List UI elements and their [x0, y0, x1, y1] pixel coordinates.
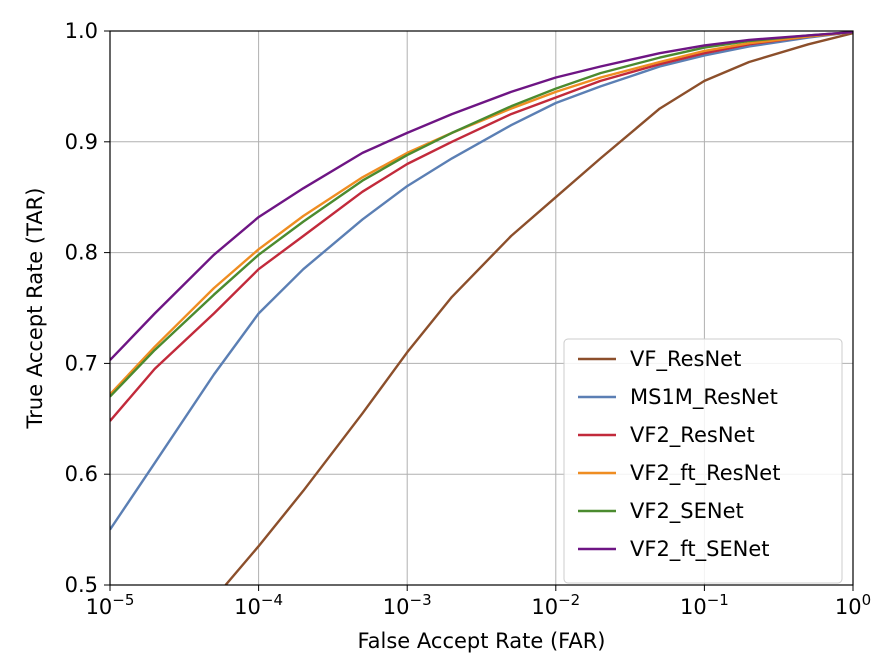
y-axis-title: True Accept Rate (TAR) [23, 188, 47, 430]
legend-label: MS1M_ResNet [630, 385, 778, 410]
y-axis: 0.5 0.6 0.7 0.8 0.9 1.0 [65, 19, 110, 597]
y-tick-label: 0.7 [65, 351, 98, 375]
x-tick-label: 100 [835, 591, 871, 619]
series-line-vf2-ft-senet [110, 31, 853, 361]
series-line-ms1m-resnet [110, 31, 853, 531]
x-axis: 10−5 10−4 10−3 10−2 10−1 100 [86, 585, 871, 619]
x-tick-label: 10−4 [234, 591, 283, 619]
legend-label: VF2_SENet [630, 499, 744, 524]
plot-frame [109, 30, 854, 586]
x-tick-label: 10−2 [531, 591, 580, 619]
series-line-vf2-senet [110, 31, 853, 398]
x-tick-label: 10−5 [86, 591, 135, 619]
legend-label: VF2_ft_ResNet [630, 461, 780, 486]
legend-label: VF_ResNet [630, 347, 741, 372]
y-tick-label: 0.5 [65, 573, 98, 597]
x-axis-title: False Accept Rate (FAR) [358, 629, 606, 653]
series-layer [110, 31, 853, 585]
legend: VF_ResNet MS1M_ResNet VF2_ResNet VF2_ft_Res… [563, 338, 843, 584]
series-line-vf-resnet [224, 32, 853, 585]
y-tick-label: 0.8 [65, 241, 98, 265]
legend-box [563, 338, 843, 584]
legend-label: VF2_ft_SENet [630, 537, 770, 562]
y-tick-label: 1.0 [65, 19, 98, 43]
x-tick-label: 10−3 [383, 591, 432, 619]
series-line-vf2-resnet [110, 31, 853, 422]
y-tick-label: 0.6 [65, 462, 98, 486]
y-tick-label: 0.9 [65, 130, 98, 154]
legend-label: VF2_ResNet [630, 423, 755, 448]
x-tick-label: 10−1 [680, 591, 729, 619]
